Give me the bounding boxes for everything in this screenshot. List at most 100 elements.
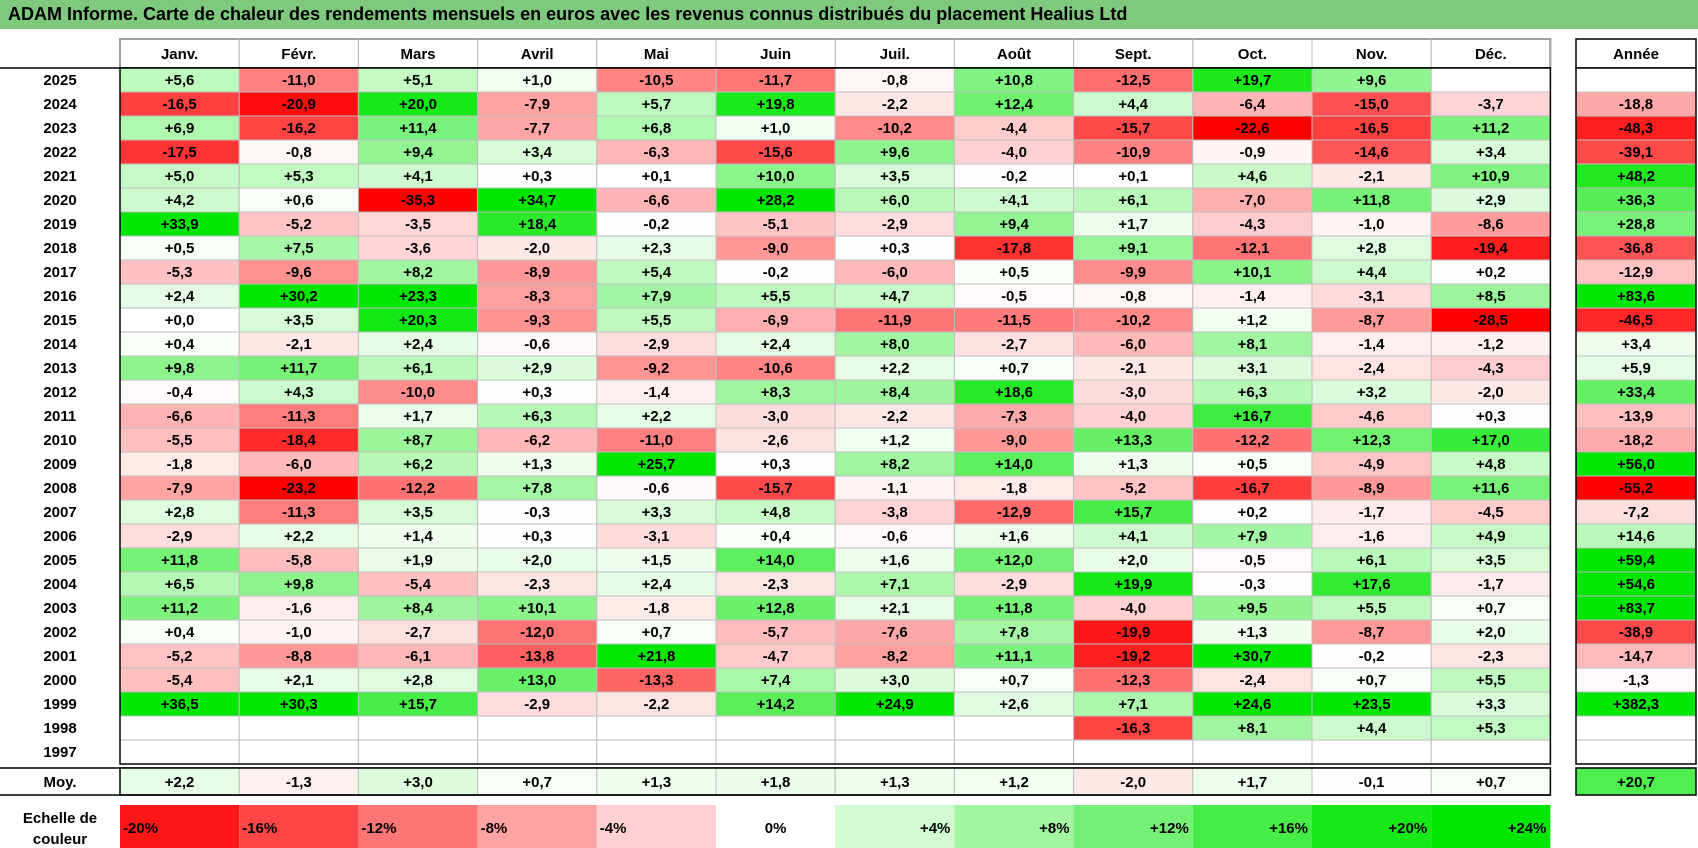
legend-label-line1: Echelle de: [23, 810, 97, 827]
heat-cell: [1192, 163, 1313, 189]
heat-cell-value: +6,3: [1238, 384, 1268, 401]
heat-cell: [477, 307, 598, 333]
heat-cell-value: +19,7: [1233, 72, 1271, 89]
heat-cell: [596, 451, 717, 477]
heat-cell-value: -10,5: [639, 72, 673, 89]
heat-cell-value: +8,0: [880, 336, 910, 353]
heat-cell: [357, 259, 479, 285]
heat-cell-value: +30,3: [280, 696, 318, 713]
avg-label: Moy.: [43, 774, 76, 791]
heat-cell-value: +9,1: [1118, 240, 1148, 257]
heat-cell-value: -9,2: [643, 360, 669, 377]
heat-cell-value: -22,6: [1235, 120, 1269, 137]
heat-cell: [715, 475, 836, 501]
heat-cell: [357, 667, 479, 693]
heat-cell: [1192, 667, 1313, 693]
heat-cell-value: -8,9: [524, 264, 550, 281]
heat-cell-value: -16,5: [1354, 120, 1388, 137]
annual-cell: [1575, 523, 1697, 549]
heat-cell-value: +2,4: [403, 336, 433, 353]
heat-cell-value: +2,4: [165, 288, 195, 305]
heat-cell: [238, 235, 359, 261]
annual-cell-value: +36,3: [1617, 192, 1655, 209]
heat-cell-value: -2,4: [1359, 360, 1386, 377]
heat-cell-value: +2,1: [284, 672, 314, 689]
legend-label: -12%: [361, 820, 396, 837]
heat-cell-value: -0,8: [882, 72, 908, 89]
annual-cell-value: -46,5: [1619, 312, 1653, 329]
month-header-label: Sept.: [1115, 46, 1152, 63]
heat-cell: [238, 427, 359, 453]
heat-cell: [1073, 403, 1194, 429]
legend-swatch: [358, 805, 478, 848]
heat-cell-value: +1,3: [522, 456, 552, 473]
heat-cell-value: +4,3: [284, 384, 314, 401]
heat-cell: [119, 211, 240, 237]
avg-cell-value: +1,3: [642, 774, 672, 791]
heat-cell: [1073, 67, 1194, 93]
heat-cell-value: +1,5: [642, 552, 672, 569]
heat-cell: [477, 91, 598, 117]
heat-cell-value: +10,1: [518, 600, 556, 617]
heat-cell-value: +0,3: [522, 168, 552, 185]
heat-cell: [953, 427, 1075, 453]
legend-swatch: [1073, 805, 1193, 848]
heat-cell: [477, 739, 598, 765]
heat-cell: [715, 643, 836, 669]
heat-cell: [834, 715, 955, 741]
heat-cell-value: -0,9: [1239, 144, 1265, 161]
heat-cell: [238, 691, 359, 717]
heat-cell-value: +2,0: [1118, 552, 1148, 569]
annual-cell-value: +3,4: [1621, 336, 1651, 353]
heat-cell-value: -6,0: [1120, 336, 1146, 353]
heat-cell: [715, 403, 836, 429]
heat-cell-value: +0,7: [1476, 600, 1506, 617]
month-header-label: Août: [997, 46, 1031, 63]
heat-cell-value: -1,1: [882, 480, 908, 497]
heat-cell-value: +7,5: [284, 240, 314, 257]
heat-cell-value: +0,5: [999, 264, 1029, 281]
heat-cell-value: +12,3: [1353, 432, 1391, 449]
heat-cell: [1073, 595, 1194, 621]
heat-cell-value: +4,1: [1118, 528, 1148, 545]
heat-cell-value: +4,8: [761, 504, 791, 521]
heat-cell-value: +9,5: [1238, 600, 1268, 617]
heat-cell: [357, 187, 479, 213]
annual-cell: [1575, 691, 1697, 717]
heat-cell-value: -1,4: [1239, 288, 1266, 305]
annual-cell-value: -12,9: [1619, 264, 1653, 281]
heat-cell: [1073, 259, 1194, 285]
heat-cell: [596, 715, 717, 741]
heat-cell-value: +23,5: [1353, 696, 1391, 713]
heat-cell: [477, 379, 598, 405]
heat-cell: [1430, 427, 1551, 453]
heat-cell: [1430, 187, 1551, 213]
heat-cell: [119, 475, 240, 501]
heat-cell: [596, 67, 717, 93]
heat-cell-value: -7,3: [1001, 408, 1027, 425]
heat-cell-value: -8,8: [286, 648, 312, 665]
heat-cell-value: -16,3: [1116, 720, 1150, 737]
heat-cell-value: +6,1: [1357, 552, 1387, 569]
heat-cell: [715, 571, 836, 597]
heat-cell-value: +7,4: [761, 672, 791, 689]
heat-cell: [596, 139, 717, 165]
heat-cell: [119, 643, 240, 669]
heat-cell-value: +0,7: [642, 624, 672, 641]
heat-cell: [477, 403, 598, 429]
heat-cell: [477, 475, 598, 501]
annual-cell: [1575, 163, 1697, 189]
heat-cell: [1430, 355, 1551, 381]
year-label: 2014: [43, 336, 77, 353]
heat-cell-value: -1,7: [1359, 504, 1385, 521]
heat-cell: [119, 91, 240, 117]
heat-cell: [1192, 403, 1313, 429]
avg-cell-value: +2,2: [165, 774, 195, 791]
heat-cell-value: +10,1: [1233, 264, 1271, 281]
heat-cell: [1311, 499, 1432, 525]
heat-cell: [477, 139, 598, 165]
heat-cell: [357, 739, 479, 765]
heat-cell-value: -20,9: [282, 96, 316, 113]
heat-cell-value: +3,1: [1238, 360, 1268, 377]
heat-cell-value: -12,5: [1116, 72, 1150, 89]
